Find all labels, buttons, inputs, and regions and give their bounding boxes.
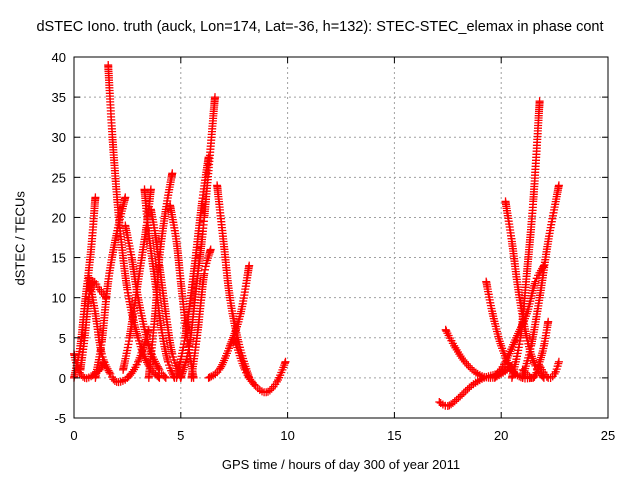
x-tick-label: 5 [177,428,184,443]
series-markers [518,317,553,382]
y-tick-label: -5 [54,411,66,426]
y-tick-label: 35 [52,90,66,105]
chart-title: dSTEC Iono. truth (auck, Lon=174, Lat=-3… [36,19,604,35]
series-markers [146,205,185,382]
data-marks [70,61,563,410]
y-tick-label: 5 [59,331,66,346]
series-markers [172,153,213,382]
series-pass13 [172,153,213,382]
y-tick-label: 10 [52,291,66,306]
x-tick-label: 10 [280,428,294,443]
series-markers [230,333,290,397]
x-tick-label: 25 [601,428,615,443]
series-pass08 [121,221,170,382]
series-pass14 [176,93,219,382]
series-markers [91,193,130,382]
y-tick-label: 0 [59,371,66,386]
series-markers [121,221,170,382]
y-tick-label: 25 [52,170,66,185]
series-pass27 [535,357,563,382]
series-markers [518,181,563,382]
series-markers [535,357,563,382]
x-tick-label: 20 [494,428,508,443]
y-tick-label: 30 [52,130,66,145]
plot-frame [73,56,609,419]
series-markers [507,97,544,382]
y-axis-label: dSTEC / TECUs [12,191,28,286]
series-pass25 [518,181,563,382]
series-pass26 [518,317,553,382]
y-tick-label: 40 [52,50,66,65]
series-pass11 [146,205,185,382]
series-pass18 [230,333,290,397]
series-pass24 [507,97,544,382]
x-tick-label: 0 [70,428,77,443]
series-pass15 [187,245,215,382]
x-axis-label: GPS time / hours of day 300 of year 2011 [221,457,461,472]
axis-ticks: 0 5 10 15 20 25 -5 0 5 10 15 20 25 30 35 40 [52,50,616,443]
y-tick-label: 15 [52,251,66,266]
series-pass05 [91,193,130,382]
series-markers [176,93,219,382]
series-markers [187,245,215,382]
x-tick-label: 15 [387,428,401,443]
y-tick-label: 20 [52,210,66,225]
